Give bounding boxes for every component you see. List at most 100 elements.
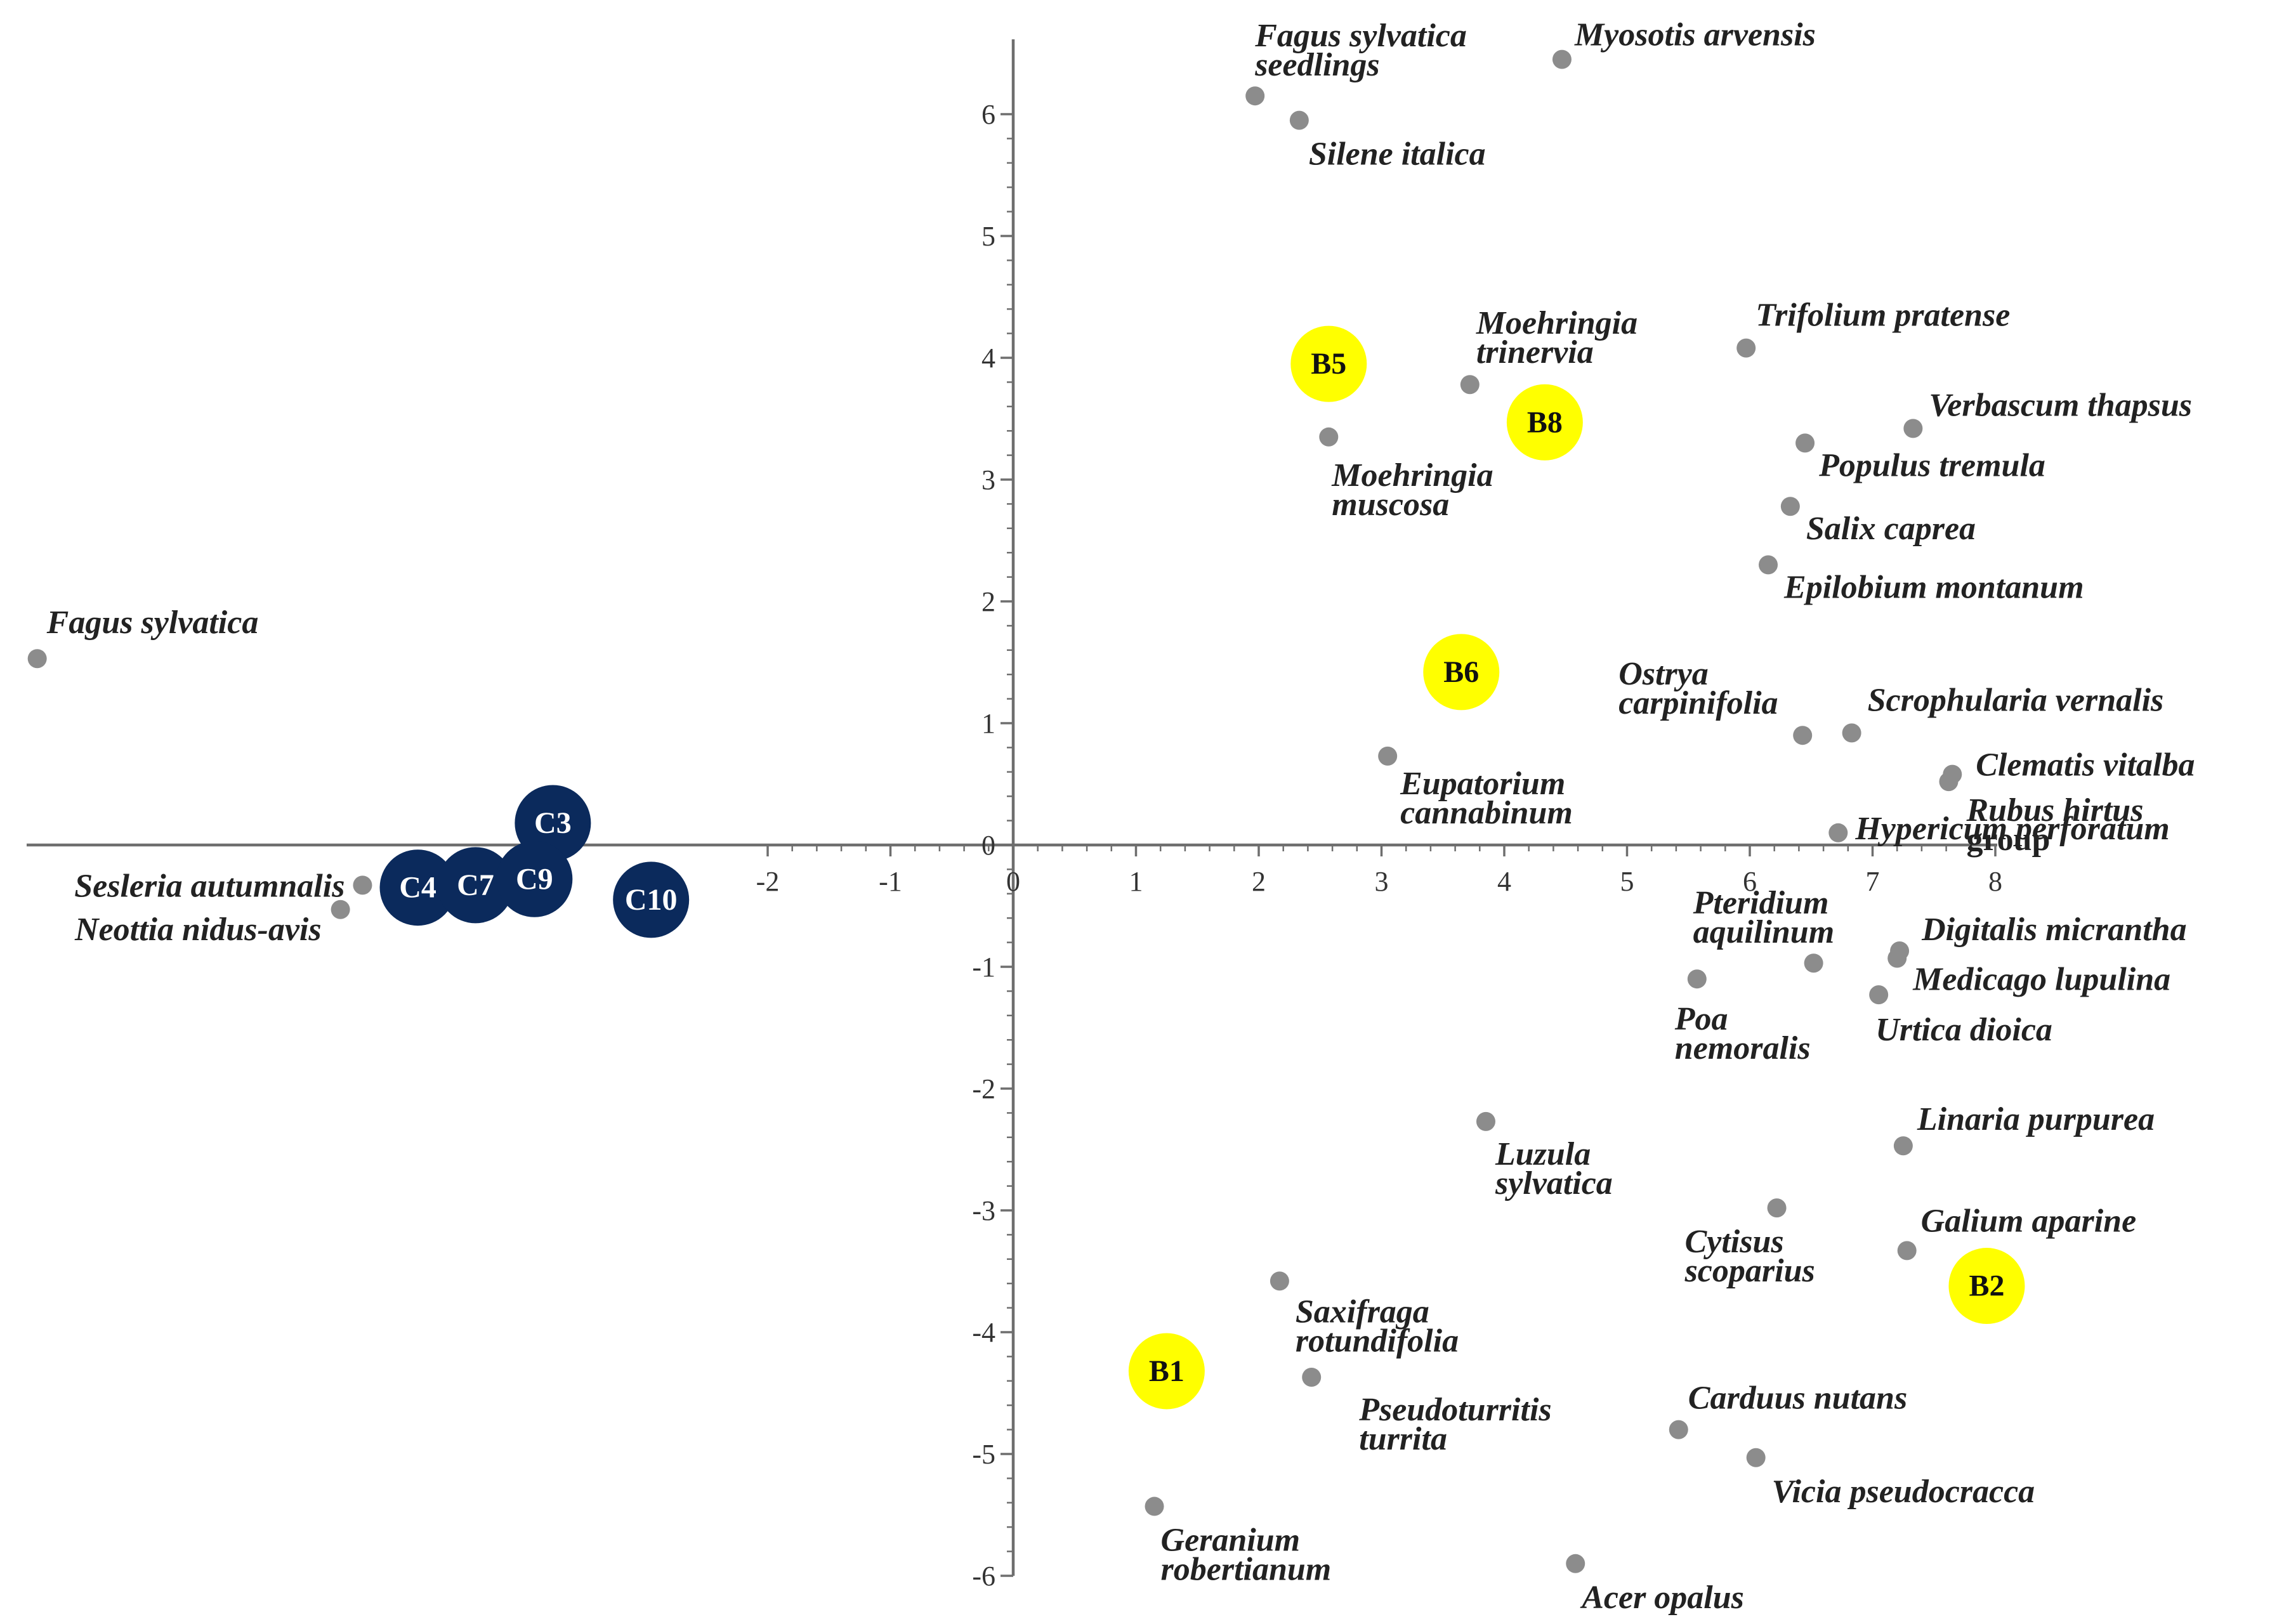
site-label-c10: C10 [625, 883, 678, 917]
species-point-saxifraga-rotundifolia [1270, 1271, 1289, 1291]
species-label-myosotis-arvensis: Myosotis arvensis [1574, 17, 1816, 53]
site-marker-b1: B1 [1128, 1333, 1205, 1410]
species-label-epilobium-montanum: Epilobium montanum [1783, 569, 2084, 605]
species-label-salix-caprea: Salix caprea [1806, 511, 1976, 547]
species-point-verbascum-thapsus [1903, 419, 1923, 438]
y-tick-label: 4 [981, 343, 995, 374]
species-point-moehringia-muscosa [1319, 427, 1339, 447]
site-circle-c10 [613, 861, 690, 938]
site-circle-b2 [1948, 1248, 2025, 1325]
species-label-scrophularia-vernalis: Scrophularia vernalis [1868, 682, 2164, 718]
species-point-rubus-hirtus-group [1939, 772, 1959, 792]
site-label-c3: C3 [534, 806, 572, 840]
species-label-urtica-dioica: Urtica dioica [1875, 1012, 2052, 1048]
axes [27, 39, 1997, 1576]
species-label-populus-tremula: Populus tremula [1818, 447, 2045, 483]
species-point-medicago-lupulina [1887, 948, 1907, 968]
species-point-linaria-purpurea [1893, 1136, 1913, 1156]
site-label-c9: C9 [516, 862, 553, 896]
species-point-hypericum-perforatum [1828, 823, 1848, 842]
species-point-scrophularia-vernalis [1842, 723, 1861, 743]
x-tick-label: -1 [879, 866, 902, 897]
y-tick-label: -6 [972, 1561, 995, 1592]
x-tick-label: 7 [1866, 866, 1880, 897]
species-label-cytisus-scoparius: Cytisus scoparius [1684, 1224, 1815, 1289]
site-marker-c4: C4 [379, 849, 456, 926]
site-circle-b8 [1506, 384, 1583, 461]
species-point-luzula-sylvatica [1476, 1111, 1495, 1131]
site-marker-b6: B6 [1423, 634, 1500, 710]
species-label-verbascum-thapsus: Verbascum thapsus [1929, 387, 2192, 423]
species-point-fagus-sylvatica-seedlings [1245, 86, 1265, 106]
species-label-fagus-sylvatica-seedlings: Fagus sylvatica seedlings [1254, 18, 1467, 83]
x-tick-label: 6 [1743, 866, 1757, 897]
species-label-eupatorium-cannabinum: Eupatorium cannabinum [1400, 766, 1573, 831]
species-label-fagus-sylvatica: Fagus sylvatica [46, 605, 259, 641]
site-marker-b5: B5 [1290, 325, 1367, 402]
species-points [27, 49, 1962, 1573]
species-label-geranium-robertianum: Geranium robertianum [1161, 1522, 1332, 1588]
site-circle-b5 [1290, 325, 1367, 402]
site-marker-c9: C9 [496, 841, 573, 917]
species-point-galium-aparine [1897, 1241, 1917, 1261]
species-label-luzula-sylvatica: Luzula sylvatica [1495, 1136, 1613, 1202]
species-label-galium-aparine: Galium aparine [1921, 1203, 2137, 1239]
site-marker-c10: C10 [613, 861, 690, 938]
species-point-urtica-dioica [1869, 985, 1889, 1005]
species-point-ostrya-carpinifolia [1793, 726, 1813, 745]
y-tick-label: -3 [972, 1195, 995, 1226]
y-tick-label: 2 [981, 586, 995, 617]
species-point-vicia-pseudocracca [1746, 1448, 1766, 1467]
species-label-moehringia-muscosa: Moehringia muscosa [1331, 457, 1493, 523]
x-tick-label: -2 [756, 866, 780, 897]
species-label-silene-italica: Silene italica [1309, 136, 1486, 173]
species-label-digitalis-micrantha: Digitalis micrantha [1921, 912, 2187, 948]
species-point-pseudoturritis-turrita [1302, 1368, 1322, 1387]
species-label-trifolium-pratense: Trifolium pratense [1756, 298, 2010, 334]
site-label-c7: C7 [457, 868, 494, 902]
species-point-carduus-nutans [1669, 1420, 1688, 1439]
site-marker-b2: B2 [1948, 1248, 2025, 1325]
site-label-b1: B1 [1149, 1354, 1185, 1388]
species-label-sesleria-autumnalis: Sesleria autumnalis [74, 868, 345, 904]
site-marker-b8: B8 [1506, 384, 1583, 461]
site-circle-c9 [496, 841, 573, 917]
species-point-neottia-nidus-avis [331, 900, 350, 919]
species-point-poa-nemoralis [1687, 969, 1707, 989]
x-tick-label: 4 [1497, 866, 1511, 897]
species-label-medicago-lupulina: Medicago lupulina [1912, 962, 2170, 998]
species-point-acer-opalus [1566, 1554, 1585, 1573]
y-tick-label: -2 [972, 1073, 995, 1104]
species-point-fagus-sylvatica [27, 649, 47, 669]
species-point-populus-tremula [1795, 433, 1815, 453]
species-label-moehringia-trinervia: Moehringia trinervia [1476, 305, 1638, 370]
y-tick-label: -4 [972, 1317, 995, 1348]
site-markers: B5 B8 B6 B2 B1 C3 C4 C7 C9 C10 [379, 325, 2025, 1410]
y-tick-label: -5 [972, 1439, 995, 1470]
x-tick-label: 2 [1252, 866, 1266, 897]
x-tick-label: 5 [1620, 866, 1634, 897]
y-tick-label: -1 [972, 952, 995, 983]
site-circle-c7 [437, 847, 514, 924]
species-label-poa-nemoralis: Poa nemoralis [1674, 1001, 1811, 1066]
site-circle-b6 [1423, 634, 1500, 710]
site-label-b5: B5 [1311, 347, 1346, 381]
species-label-rubus-hirtus-group: Rubus hirtus group [1966, 792, 2143, 858]
species-label-pteridium-aquilinum: Pteridium aquilinum [1693, 885, 1835, 950]
y-tick-label: 6 [981, 99, 995, 130]
species-labels: Fagus sylvatica seedlings Myosotis arvensi… [46, 17, 2195, 1616]
species-label-acer-opalus: Acer opalus [1580, 1580, 1744, 1616]
site-label-c4: C4 [399, 871, 436, 905]
species-label-linaria-purpurea: Linaria purpurea [1917, 1101, 2155, 1137]
y-tick-label: 5 [981, 221, 995, 252]
species-point-pteridium-aquilinum [1804, 953, 1823, 973]
species-point-salix-caprea [1780, 497, 1800, 516]
species-point-myosotis-arvensis [1552, 49, 1572, 69]
x-tick-label: 8 [1988, 866, 2002, 897]
y-tick-label: 0 [981, 830, 995, 861]
site-label-b6: B6 [1443, 655, 1479, 689]
y-tick-label: 3 [981, 464, 995, 495]
x-tick-label: 3 [1375, 866, 1389, 897]
species-label-saxifraga-rotundifolia: Saxifraga rotundifolia [1296, 1293, 1459, 1359]
